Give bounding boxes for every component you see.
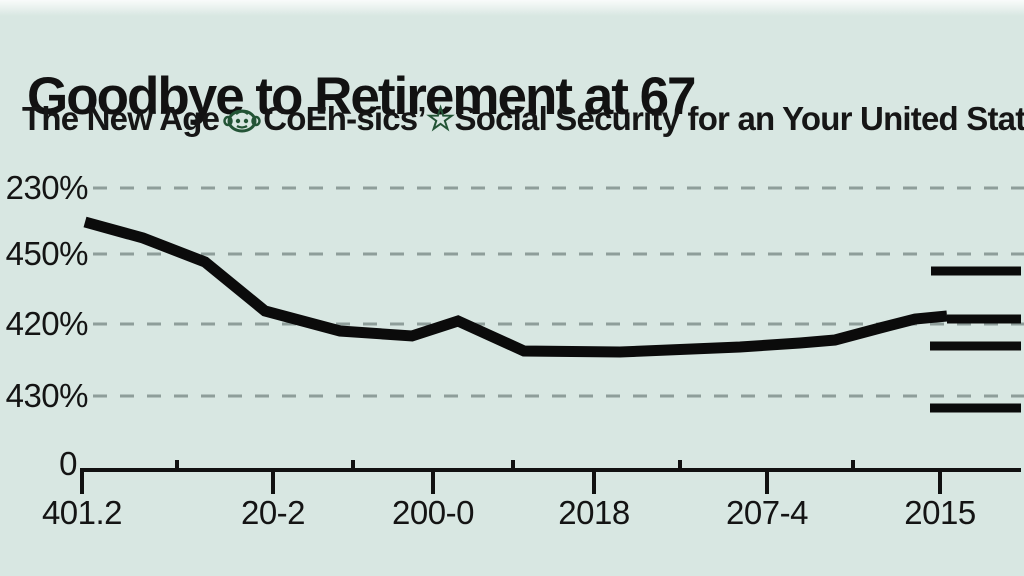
subtitle-text-mid: CoEh-sics’ [263,99,426,137]
y-tick-label: 450% [5,235,89,272]
chart-title: Goodbye to Retirement at 67 [27,66,697,126]
retirement-age-line [83,216,948,358]
x-tick-label: 2018 [558,494,630,531]
x-tick-label: 200-0 [392,494,474,531]
subtitle-text-post: Social Security for an Your United State [454,99,1024,137]
subtitle-text-pre: The New Age [22,99,220,137]
x-tick-label: 401.2 [41,494,123,531]
y-tick-label: 230% [5,169,89,206]
y-tick-label: 430% [5,377,89,414]
green-scribble-emoji-icon [223,105,261,135]
chart-subtitle: The New Age CoEh-sics’ ☆ Social Security… [22,99,1024,138]
star-icon: ☆ [425,100,456,137]
x-tick-label: 207-4 [726,494,808,531]
y-tick-label: 420% [5,305,89,342]
y-tick-label: 0 [59,445,77,482]
x-tick-label: 2015 [904,494,976,531]
x-tick-label: 20-2 [240,494,306,531]
